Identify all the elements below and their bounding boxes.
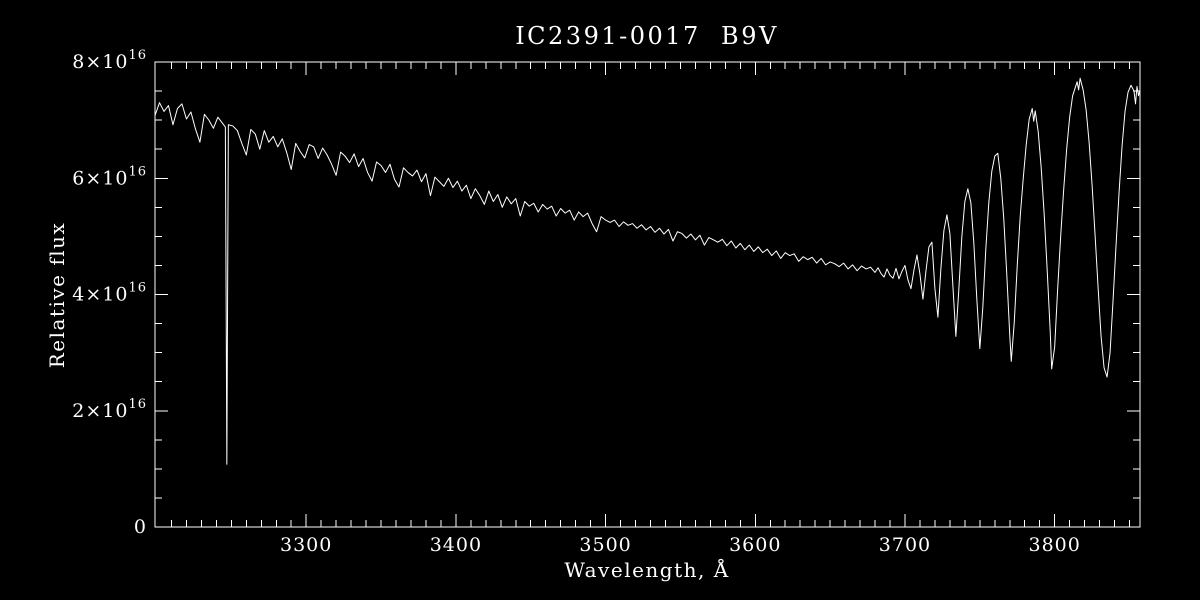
spectrum-series-line: [154, 77, 1141, 465]
x-tick-label: 3800: [1028, 534, 1080, 556]
x-tick-label: 3400: [430, 534, 482, 556]
axis-ticks: [155, 61, 1140, 528]
x-tick-label: 3600: [729, 534, 781, 556]
y-tick-label: 2×1016: [72, 397, 147, 422]
x-tick-labels: 3300 3400 3500 3600 3700 3800: [280, 534, 1080, 556]
y-tick-label: 8×1016: [72, 48, 147, 73]
y-tick-label: 0: [134, 516, 147, 538]
x-tick-label: 3500: [579, 534, 631, 556]
plot-title: IC2391-0017 B9V: [515, 22, 779, 50]
y-axis-label: Relative flux: [45, 222, 69, 369]
y-tick-label: 4×1016: [72, 281, 147, 306]
x-tick-label: 3300: [280, 534, 332, 556]
plot-frame: [154, 61, 1141, 528]
y-tick-label: 6×1016: [72, 164, 147, 189]
y-tick-labels: 0 2×1016 4×1016 6×1016 8×1016: [72, 48, 147, 538]
x-axis-label: Wavelength, Å: [564, 557, 729, 582]
x-tick-label: 3700: [879, 534, 931, 556]
